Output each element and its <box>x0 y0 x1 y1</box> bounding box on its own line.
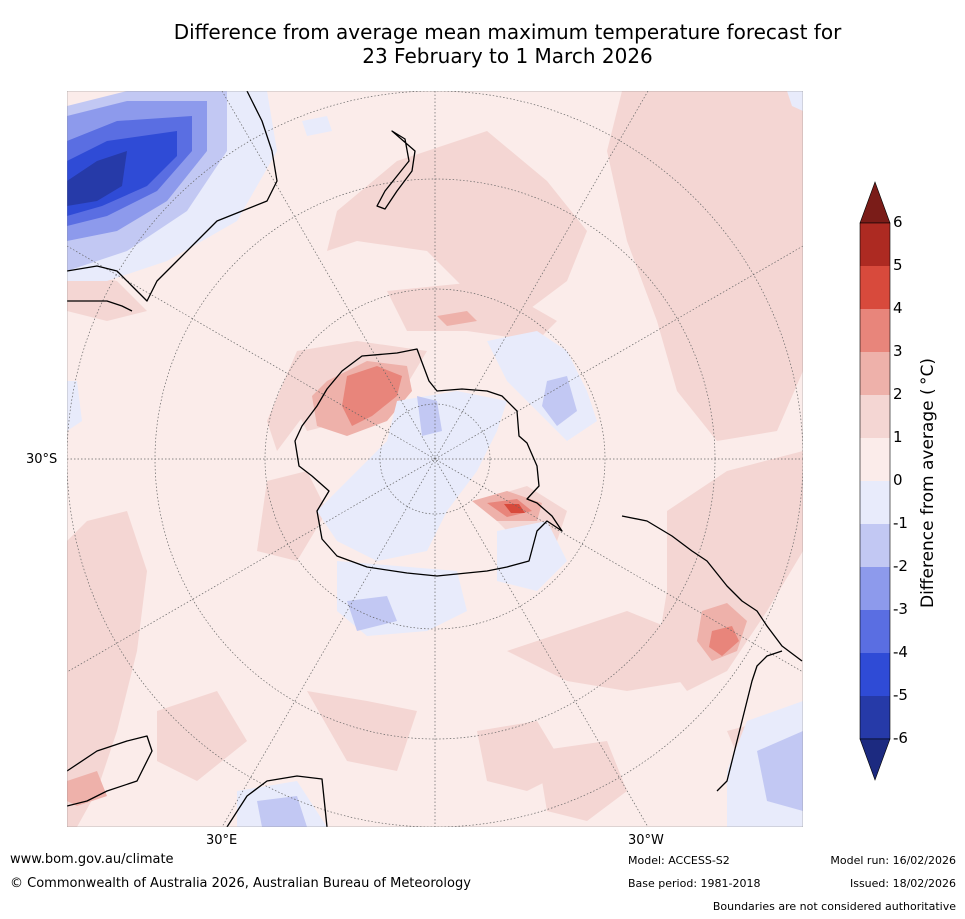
colorbar-tick-label: 1 <box>893 428 903 446</box>
model-run-text: Model run: 16/02/2026 <box>830 854 956 867</box>
forecast-map <box>67 91 803 827</box>
colorbar-segment <box>860 309 890 352</box>
colorbar-tick-label: 6 <box>893 213 903 231</box>
africa-coastline <box>67 735 328 827</box>
colorbar-tick-label: -6 <box>893 729 908 747</box>
graticule <box>67 91 803 827</box>
colorbar-segment <box>860 696 890 739</box>
colorbar-tick-label: -2 <box>893 557 908 575</box>
colorbar-tick-label: 5 <box>893 256 903 274</box>
south-america-coastline <box>621 515 803 792</box>
title-line-2: 23 February to 1 March 2026 <box>362 44 653 68</box>
australia-coastline <box>67 91 278 312</box>
colorbar-segment <box>860 610 890 653</box>
issued-text: Issued: 18/02/2026 <box>849 877 956 890</box>
coastlines <box>67 91 803 827</box>
model-text: Model: ACCESS-S2 <box>628 854 730 867</box>
colorbar-tick-label: -5 <box>893 686 908 704</box>
colorbar-segment <box>860 266 890 309</box>
website-link[interactable]: www.bom.gov.au/climate <box>10 852 174 867</box>
colorbar-segment <box>860 352 890 395</box>
colorbar-segment <box>860 395 890 438</box>
lat-label-30s: 30°S <box>26 452 58 467</box>
new-zealand-coastline <box>376 130 416 210</box>
chart-title: Difference from average mean maximum tem… <box>0 20 965 68</box>
colorbar-tick-label: 4 <box>893 299 903 317</box>
colorbar-tick-label: -4 <box>893 643 908 661</box>
anomaly-minus5-to-minus6-regions <box>67 151 127 206</box>
colorbar-segment <box>860 567 890 610</box>
colorbar-tick-label: -1 <box>893 514 908 532</box>
base-period-text: Base period: 1981-2018 <box>628 877 761 890</box>
colorbar-extend-low <box>859 738 891 781</box>
colorbar-label: Difference from average ( °C) <box>918 357 938 609</box>
copyright-text: © Commonwealth of Australia 2026, Austra… <box>10 876 471 891</box>
colorbar-tick-label: -3 <box>893 600 908 618</box>
colorbar-extend-high <box>859 181 891 224</box>
colorbar-segment <box>860 223 890 266</box>
colorbar-segment <box>860 481 890 524</box>
colorbar-segment <box>860 653 890 696</box>
colorbar-segment <box>860 438 890 481</box>
colorbar-tick-label: 0 <box>893 471 903 489</box>
title-line-1: Difference from average mean maximum tem… <box>173 20 842 44</box>
disclaimer-text: Boundaries are not considered authoritat… <box>712 900 956 913</box>
anomaly-4-to-5-regions <box>504 504 525 513</box>
colorbar-tick-label: 2 <box>893 385 903 403</box>
antarctica-coastline <box>294 348 563 577</box>
lon-label-30e: 30°E <box>206 833 238 848</box>
colorbar <box>859 181 891 781</box>
colorbar-tick-label: 3 <box>893 342 903 360</box>
colorbar-segment <box>860 524 890 567</box>
lon-label-30w: 30°W <box>628 833 664 848</box>
